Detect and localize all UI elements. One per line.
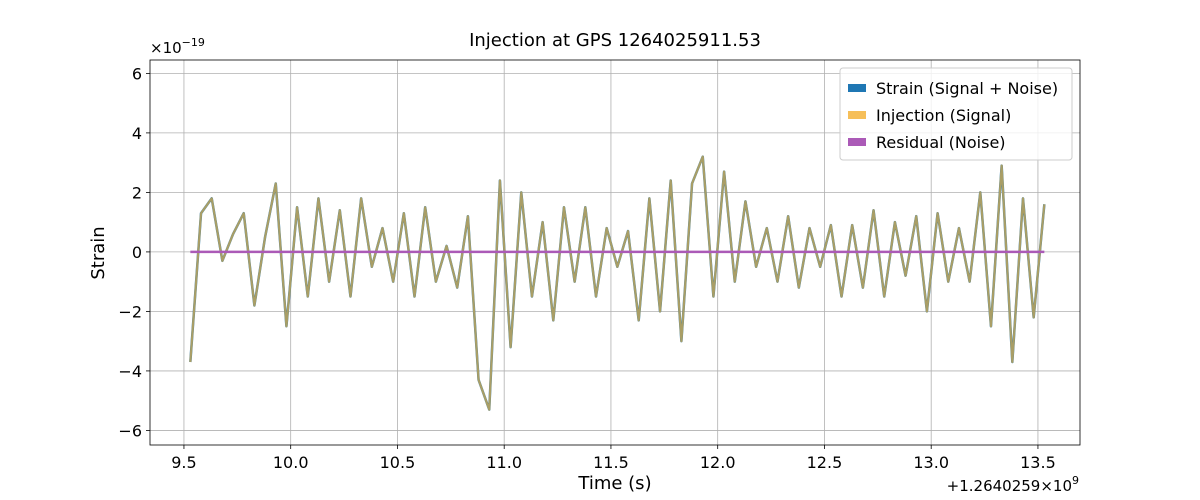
x-tick-label: 13.5 [1020,453,1056,472]
x-tick-label: 10.0 [273,453,309,472]
y-tick-label: 6 [132,64,142,83]
legend-label: Residual (Noise) [876,133,1006,152]
legend-label: Strain (Signal + Noise) [876,79,1058,98]
x-offset-exponent: 9 [1072,474,1079,487]
x-tick-label: 9.5 [171,453,196,472]
y-tick-label: −2 [118,302,142,321]
x-tick-label: 10.5 [380,453,416,472]
series-line [189,155,1046,411]
y-scale-base: ×10 [150,39,182,57]
legend-swatch [848,111,866,119]
legend: Strain (Signal + Noise) Injection (Signal… [839,67,1073,161]
x-tick-label: 11.0 [486,453,522,472]
x-tick-label: 13.0 [913,453,949,472]
legend-frame [839,67,1073,161]
legend-swatch [848,84,866,92]
x-offset-base: +1.2640259×10 [947,477,1072,495]
x-offset: +1.2640259×109 [947,474,1079,495]
legend-swatch [848,138,866,146]
y-tick-label: 0 [132,243,142,262]
series-line [189,155,1046,411]
y-tick-label: 4 [132,124,142,143]
legend-label: Injection (Signal) [876,106,1011,125]
x-axis-label: Time (s) [577,473,651,494]
plot-frame [149,59,1081,446]
y-tick-label: −4 [118,362,142,381]
x-tick-label: 12.5 [807,453,843,472]
y-scale-exponent: −19 [182,36,205,49]
y-scale: ×10−19 [150,36,205,57]
y-tick-label: −6 [118,421,142,440]
chart-title: Injection at GPS 1264025911.53 [469,30,761,51]
y-axis-label: Strain [88,226,109,279]
x-tick-label: 12.0 [700,453,736,472]
y-tick-label: 2 [132,183,142,202]
x-tick-label: 11.5 [593,453,629,472]
